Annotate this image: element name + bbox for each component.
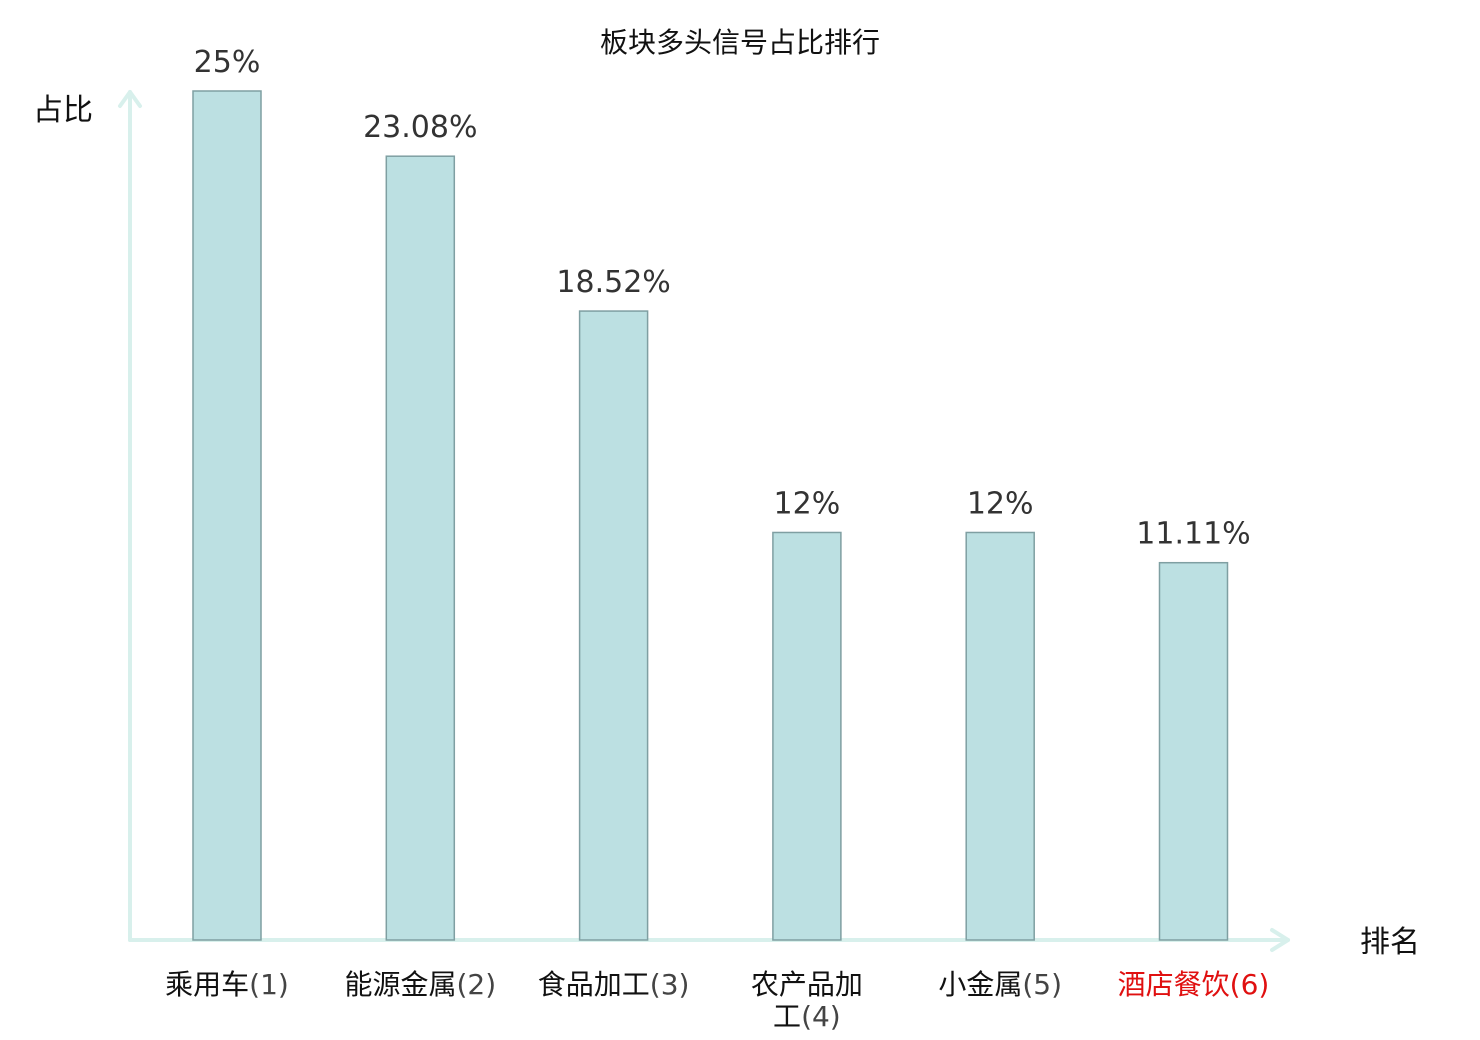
value-labels-group: 25% 23.08% 18.52% 12% 12% 11.11% (194, 45, 1251, 552)
category-label-text-3: 食品加工(3) (538, 968, 690, 1001)
category-name: 乘用车 (165, 968, 249, 1001)
bar-4 (772, 531, 842, 941)
category-name: 小金属 (938, 968, 1022, 1001)
value-label-1: 25% (194, 45, 261, 80)
y-axis-label: 占比 (33, 93, 93, 128)
value-label-2: 23.08% (363, 110, 477, 145)
category-label-4: 农产品加工(4) (751, 968, 863, 1033)
category-rank: (5) (1022, 968, 1062, 1001)
category-rank: (4) (801, 1000, 841, 1033)
category-label-text-2: 能源金属(2) (344, 968, 496, 1001)
category-labels-group: 乘用车(1) 能源金属(2) 食品加工(3) 农产品加工(4) 小金属(5) 酒店餐饮(6… (165, 968, 1269, 1033)
x-axis-label: 排名 (1360, 925, 1420, 960)
chart-title: 板块多头信号占比排行 (600, 26, 880, 59)
value-label-3: 18.52% (556, 265, 670, 300)
category-label-2: 能源金属(2) (344, 968, 496, 1001)
value-label-5: 12% (967, 486, 1034, 521)
bar-1 (192, 90, 262, 941)
category-name: 能源金属 (344, 968, 456, 1001)
bars-group (192, 90, 1229, 941)
value-label-6: 11.11% (1136, 517, 1250, 552)
category-rank: (2) (456, 968, 496, 1001)
category-label-text-1: 乘用车(1) (165, 968, 289, 1001)
y-axis (118, 90, 142, 942)
category-name-part: 农产品加 (751, 968, 863, 1001)
category-name: 酒店餐饮 (1118, 968, 1230, 1001)
category-label-text-6: 酒店餐饮(6) (1118, 968, 1270, 1001)
bar-5 (965, 531, 1035, 941)
bar-2 (385, 155, 456, 941)
x-axis (128, 928, 1290, 952)
category-label-5: 小金属(5) (938, 968, 1062, 1001)
category-name-part: 工 (773, 1000, 801, 1033)
x-axis-arrow (1270, 928, 1290, 952)
category-label-text-4: 农产品加工(4) (751, 968, 863, 1033)
y-axis-arrow (118, 90, 142, 108)
bar-6 (1158, 561, 1229, 941)
category-label-6: 酒店餐饮(6) (1118, 968, 1270, 1001)
category-label-3: 食品加工(3) (538, 968, 690, 1001)
category-rank: (3) (650, 968, 690, 1001)
category-label-1: 乘用车(1) (165, 968, 289, 1001)
category-rank: (6) (1230, 968, 1270, 1001)
category-name: 食品加工 (538, 968, 650, 1001)
bar-3 (578, 310, 649, 941)
value-label-4: 12% (774, 486, 841, 521)
category-rank: (1) (249, 968, 289, 1001)
category-label-text-5: 小金属(5) (938, 968, 1062, 1001)
